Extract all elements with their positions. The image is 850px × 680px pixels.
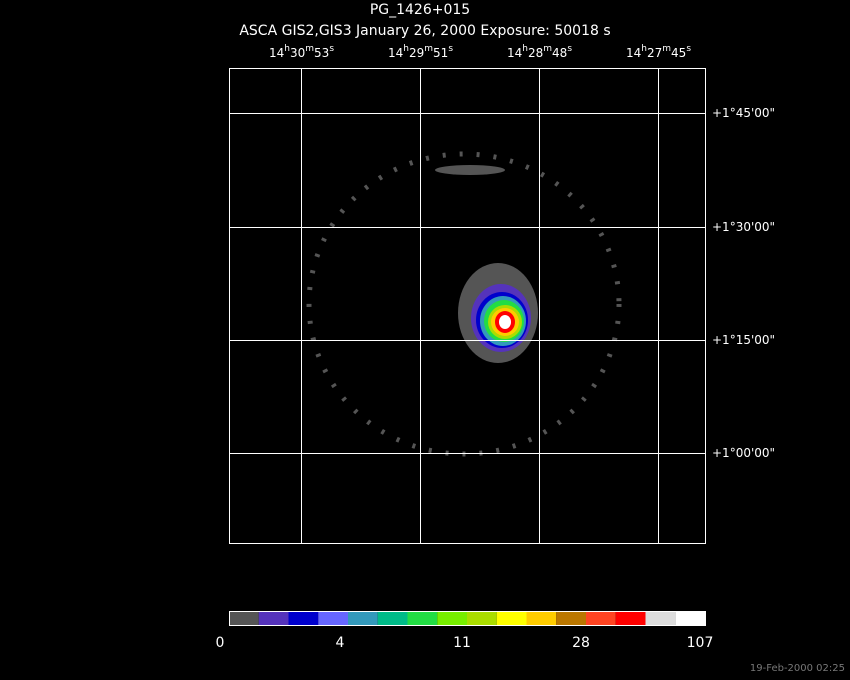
colorbar-segment <box>556 611 586 625</box>
ra-part: 27 <box>647 46 662 60</box>
grid <box>229 68 706 544</box>
timestamp: 19-Feb-2000 02:25 <box>750 663 845 674</box>
ra-part: s <box>329 44 334 54</box>
frame <box>229 68 706 544</box>
colorbar-frame <box>229 611 706 626</box>
ra-label: 14h27m45s <box>626 44 691 60</box>
dec-label: +1°15'00" <box>712 333 775 347</box>
ra-part: 28 <box>528 46 543 60</box>
ra-part: m <box>424 44 433 54</box>
colorbar-segment <box>496 611 527 625</box>
ra-part: 14 <box>626 46 641 60</box>
colorbar-segment <box>407 611 438 625</box>
ra-part: h <box>641 44 647 54</box>
ra-part: 30 <box>290 46 305 60</box>
ra-part: 14 <box>388 46 403 60</box>
colorbar-segment <box>258 611 289 625</box>
dec-label: +1°00'00" <box>712 446 775 460</box>
ra-part: 14 <box>507 46 522 60</box>
ra-part: m <box>543 44 552 54</box>
colorbar-segment <box>467 611 497 625</box>
ra-part: 51 <box>433 46 448 60</box>
ra-label: 14h30m53s <box>269 44 334 60</box>
ra-part: h <box>284 44 290 54</box>
colorbar-segment <box>526 611 557 625</box>
ra-label: 14h29m51s <box>388 44 453 60</box>
ra-part: s <box>567 44 572 54</box>
colorbar-segment <box>288 611 319 625</box>
ring-arc <box>435 165 505 175</box>
colorbar-segment <box>645 611 676 625</box>
source <box>499 315 511 329</box>
ra-part: m <box>305 44 314 54</box>
colorbar-segment <box>437 611 467 625</box>
colorbar-label: 4 <box>336 635 345 651</box>
colorbar-segment <box>615 611 646 625</box>
ra-part: m <box>662 44 671 54</box>
ra-part: 48 <box>552 46 567 60</box>
ra-part: 29 <box>409 46 424 60</box>
subtitle: ASCA GIS2,GIS3 January 26, 2000 Exposure… <box>239 23 610 39</box>
colorbar-segment <box>675 611 705 625</box>
ra-part: s <box>686 44 691 54</box>
ra-part: h <box>522 44 528 54</box>
colorbar-segment <box>229 611 259 625</box>
title: PG_1426+015 <box>370 2 470 18</box>
colorbar-label: 28 <box>572 635 590 651</box>
colorbar-label: 11 <box>453 635 471 651</box>
colorbar-segment <box>586 611 616 625</box>
colorbar <box>229 611 706 626</box>
colorbar-segment <box>318 611 348 625</box>
ra-part: s <box>448 44 453 54</box>
ra-label: 14h28m48s <box>507 44 572 60</box>
dec-label: +1°45'00" <box>712 106 775 120</box>
colorbar-label: 107 <box>687 635 714 651</box>
ra-part: 45 <box>671 46 686 60</box>
ra-part: 53 <box>314 46 329 60</box>
dec-label: +1°30'00" <box>712 220 775 234</box>
colorbar-segment <box>377 611 408 625</box>
colorbar-segment <box>348 611 378 625</box>
ra-part: 14 <box>269 46 284 60</box>
ra-part: h <box>403 44 409 54</box>
image <box>306 151 622 457</box>
colorbar-label: 0 <box>216 635 225 651</box>
